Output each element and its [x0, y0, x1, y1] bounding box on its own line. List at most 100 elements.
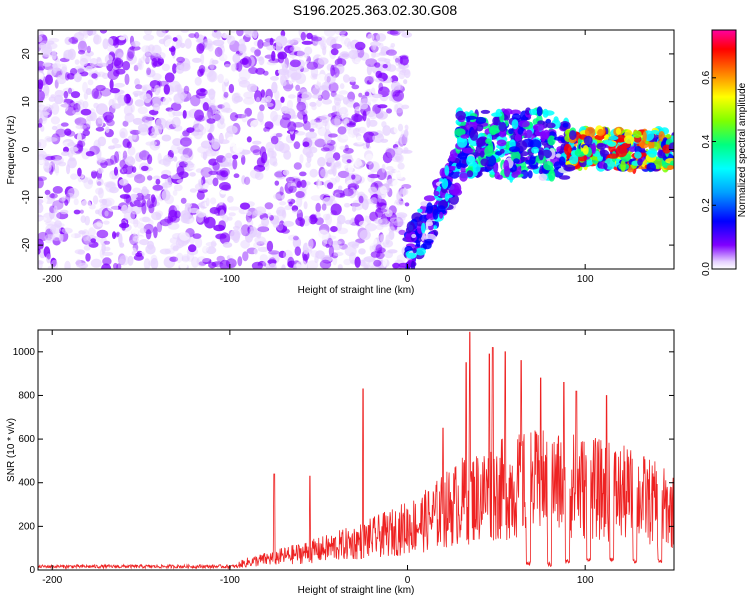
- spectrogram-cell: [75, 259, 82, 268]
- spectrogram-cell: [78, 49, 86, 55]
- spectrogram-cell: [105, 126, 110, 133]
- spectrogram-cell: [358, 220, 368, 227]
- spectrogram-cell: [586, 160, 593, 166]
- spectrogram-cell: [91, 73, 98, 79]
- spectrogram-cell: [123, 93, 131, 104]
- spectrogram-cell: [474, 116, 487, 125]
- spectrogram-cell: [85, 50, 94, 57]
- spectrogram-cell: [172, 189, 178, 196]
- spectrogram-cell: [52, 209, 61, 221]
- spectrogram-cell: [496, 139, 507, 147]
- spectrogram-cell: [310, 213, 317, 220]
- spectrogram-cell: [162, 154, 172, 167]
- spectrogram-cell: [143, 223, 154, 235]
- spectrogram-cell: [195, 92, 206, 99]
- spectrogram-cell: [40, 109, 48, 122]
- spectrogram-cell: [137, 106, 148, 115]
- spectrogram-cell: [375, 202, 387, 210]
- spectrogram-cell: [159, 248, 171, 255]
- spectrogram-cell: [222, 94, 228, 100]
- spectrogram-cell: [296, 196, 303, 208]
- spectrogram-cell: [150, 141, 158, 146]
- spectrogram-cell: [354, 159, 363, 168]
- spectrogram-cell: [121, 204, 128, 214]
- spectrogram-cell: [264, 102, 274, 108]
- spectrogram-cell: [346, 41, 353, 50]
- spectrogram-cell: [133, 64, 139, 72]
- spectrogram-cell: [559, 156, 566, 166]
- spectrogram-cell: [218, 139, 230, 145]
- spectrogram-cell: [280, 30, 286, 37]
- spectrogram-cell: [337, 34, 349, 47]
- spectrogram-cell: [154, 84, 161, 96]
- spectrogram-cell: [207, 64, 217, 71]
- spectrogram-cell: [38, 260, 44, 265]
- spectrogram-cell: [615, 127, 622, 135]
- spectrogram-cell: [189, 172, 196, 177]
- spectrogram-cell: [406, 252, 417, 259]
- spectrogram-cell: [195, 237, 203, 248]
- spectrogram-cell: [634, 146, 642, 154]
- spectrogram-cell: [287, 180, 296, 190]
- spectrogram-cell: [306, 238, 314, 250]
- colorbar-gradient: [711, 29, 737, 270]
- spectrogram-cell: [53, 205, 58, 213]
- spectrogram-cell: [103, 240, 111, 245]
- spectrogram-cell: [344, 37, 351, 47]
- spectrogram-cell: [172, 245, 179, 252]
- spectrogram-cell: [231, 92, 241, 104]
- spectrogram-cell: [72, 109, 83, 115]
- spectrogram-cell: [241, 175, 246, 185]
- spectrogram-cell: [449, 184, 460, 196]
- spectrogram-cell: [55, 223, 65, 228]
- spectrogram-cell: [143, 258, 151, 269]
- spectrogram-cell: [257, 39, 264, 49]
- spectrogram-cell: [281, 209, 287, 218]
- spectrogram-cell: [131, 251, 137, 256]
- spectrogram-cell: [70, 91, 81, 99]
- spectrogram-cell: [394, 172, 404, 180]
- spectrogram-cell: [642, 131, 647, 143]
- spectrogram-cell: [338, 30, 346, 35]
- spectrogram-cell: [332, 164, 337, 177]
- spectrogram-cell: [337, 264, 343, 269]
- colorbar-tick-label-2: 0.4: [701, 134, 712, 148]
- spectrogram-cell: [269, 156, 278, 166]
- spectrogram-cell: [255, 96, 261, 106]
- spectrogram-cell: [79, 38, 86, 49]
- spectrogram-cell: [553, 136, 565, 141]
- spectrogram-cell: [130, 205, 142, 215]
- spectrogram-cell: [91, 170, 97, 179]
- spectrogram-cell: [322, 197, 333, 206]
- spectrogram-cell: [186, 163, 195, 168]
- spectrogram-cell: [38, 35, 43, 43]
- spectrogram-cell: [180, 214, 189, 224]
- spectrogram-cell: [465, 115, 477, 120]
- spectrogram-cell: [320, 43, 327, 50]
- snr-y-tick-label-0: 0: [29, 565, 35, 576]
- spectrogram-cell: [86, 119, 91, 128]
- spectrogram-cell: [538, 173, 548, 181]
- spectrogram-cell: [291, 211, 297, 218]
- spectrogram-cell: [296, 180, 302, 188]
- spectrogram-cell: [225, 34, 232, 41]
- spectrogram-cell: [208, 88, 216, 100]
- spectrogram-cell: [183, 85, 190, 95]
- spectrogram-cell: [315, 211, 321, 219]
- spectrogram-cell: [378, 232, 384, 243]
- spectrogram-cell: [308, 214, 318, 225]
- spectrogram-cell: [375, 244, 383, 253]
- spec-y-tick-label-1: -10: [21, 190, 32, 205]
- spectrogram-cell: [101, 242, 106, 254]
- spectrogram-cell: [173, 93, 185, 104]
- spec-y-tick-label-2: 0: [21, 146, 32, 152]
- spectrogram-cell: [134, 78, 141, 86]
- spectrogram-cell: [310, 73, 318, 80]
- spectrogram-cell: [311, 94, 322, 99]
- spectrogram-cell: [237, 256, 243, 267]
- spectrogram-cell: [240, 239, 251, 249]
- spectrogram-segment-0: [38, 30, 414, 269]
- spectrogram-cell: [107, 203, 119, 212]
- spectrogram-cell: [205, 197, 210, 207]
- spectrogram-cell: [254, 90, 263, 103]
